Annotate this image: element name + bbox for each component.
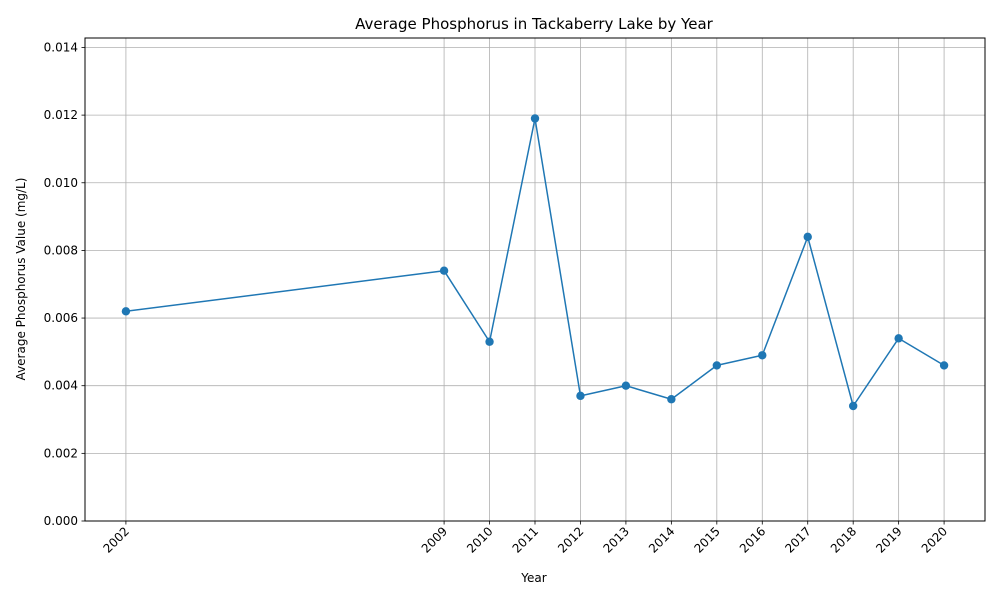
data-point bbox=[712, 361, 722, 370]
y-tick-label: 0.008 bbox=[44, 243, 78, 257]
y-tick-label: 0.014 bbox=[44, 40, 78, 54]
x-tick-label: 2016 bbox=[737, 524, 768, 555]
x-tick-label: 2009 bbox=[419, 524, 450, 555]
data-point bbox=[894, 334, 903, 343]
x-tick-label: 2011 bbox=[510, 524, 541, 555]
y-axis-title: Average Phosphorus Value (mg/L) bbox=[14, 178, 28, 381]
data-point bbox=[848, 401, 858, 411]
x-tick-label: 2017 bbox=[782, 524, 813, 555]
x-tick-label: 2002 bbox=[101, 524, 132, 555]
data-point bbox=[667, 395, 676, 404]
grid bbox=[85, 38, 985, 522]
data-point bbox=[758, 351, 767, 360]
y-tick-label: 0.006 bbox=[44, 311, 78, 325]
data-point bbox=[121, 307, 131, 316]
data-point bbox=[939, 361, 949, 370]
x-tick-label: 2015 bbox=[691, 524, 722, 555]
y-tick-label: 0.002 bbox=[44, 446, 78, 460]
data-point bbox=[621, 381, 631, 390]
y-tick-label: 0.012 bbox=[44, 108, 78, 122]
x-tick-label: 2012 bbox=[555, 524, 586, 555]
y-tick-label: 0.004 bbox=[44, 379, 78, 393]
y-axis: 0.000 0.002 0.004 0.006 0.008 0.010 0.012 0.014 bbox=[44, 40, 85, 528]
y-tick-label: 0.010 bbox=[44, 176, 78, 190]
x-axis-title: Year bbox=[520, 571, 546, 585]
x-axis: 2002 2009 2010 2011 2012 2013 2014 2015 2016 2017… bbox=[101, 521, 950, 556]
chart-title: Average Phosphorus in Tackaberry Lake by… bbox=[355, 15, 713, 33]
x-tick-label: 2010 bbox=[464, 524, 495, 555]
data-point bbox=[439, 266, 449, 275]
x-tick-label: 2020 bbox=[919, 524, 950, 555]
series-line bbox=[121, 114, 949, 411]
x-tick-label: 2014 bbox=[646, 524, 677, 555]
data-point bbox=[803, 232, 812, 242]
data-point bbox=[485, 337, 494, 346]
data-point bbox=[530, 114, 540, 123]
data-point bbox=[576, 391, 585, 401]
y-tick-label: 0.000 bbox=[44, 514, 78, 528]
x-tick-label: 2013 bbox=[601, 524, 632, 555]
x-tick-label: 2018 bbox=[828, 524, 859, 555]
x-tick-label: 2019 bbox=[873, 524, 904, 555]
